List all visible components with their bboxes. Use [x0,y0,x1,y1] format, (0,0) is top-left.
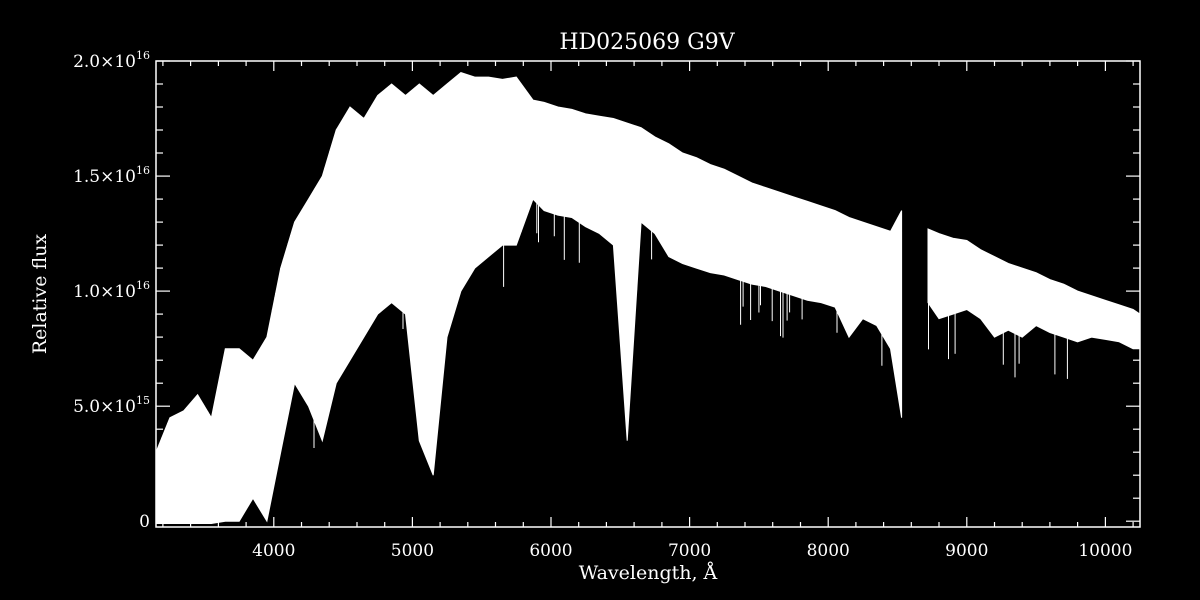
x-tick-label: 4000 [252,541,295,561]
x-tick-label: 6000 [529,541,572,561]
x-tick-label: 9000 [945,541,988,561]
axis-ticks [156,60,1140,527]
x-axis-label: Wavelength, Å [579,562,718,584]
y-tick-label: 1.0×1016 [73,279,150,302]
x-tick-label: 8000 [807,541,850,561]
y-tick-labels: 0 5.0×1015 1.0×1016 1.5×1016 2.0×1016 [73,49,150,532]
x-tick-label: 10000 [1078,541,1132,561]
chart-title: HD025069 G9V [559,30,735,55]
x-tick-labels: 4000 5000 6000 7000 8000 9000 10000 [252,541,1132,561]
y-tick-label: 1.5×1016 [73,164,150,187]
y-tick-label: 0 [139,512,150,532]
y-tick-label: 5.0×1015 [73,394,150,417]
plot-frame [155,60,1141,528]
y-axis-label: Relative flux [29,234,51,355]
y-tick-label: 2.0×1016 [73,49,150,72]
x-tick-label: 5000 [391,541,434,561]
x-tick-label: 7000 [668,541,711,561]
absorption-lines [156,73,1140,523]
